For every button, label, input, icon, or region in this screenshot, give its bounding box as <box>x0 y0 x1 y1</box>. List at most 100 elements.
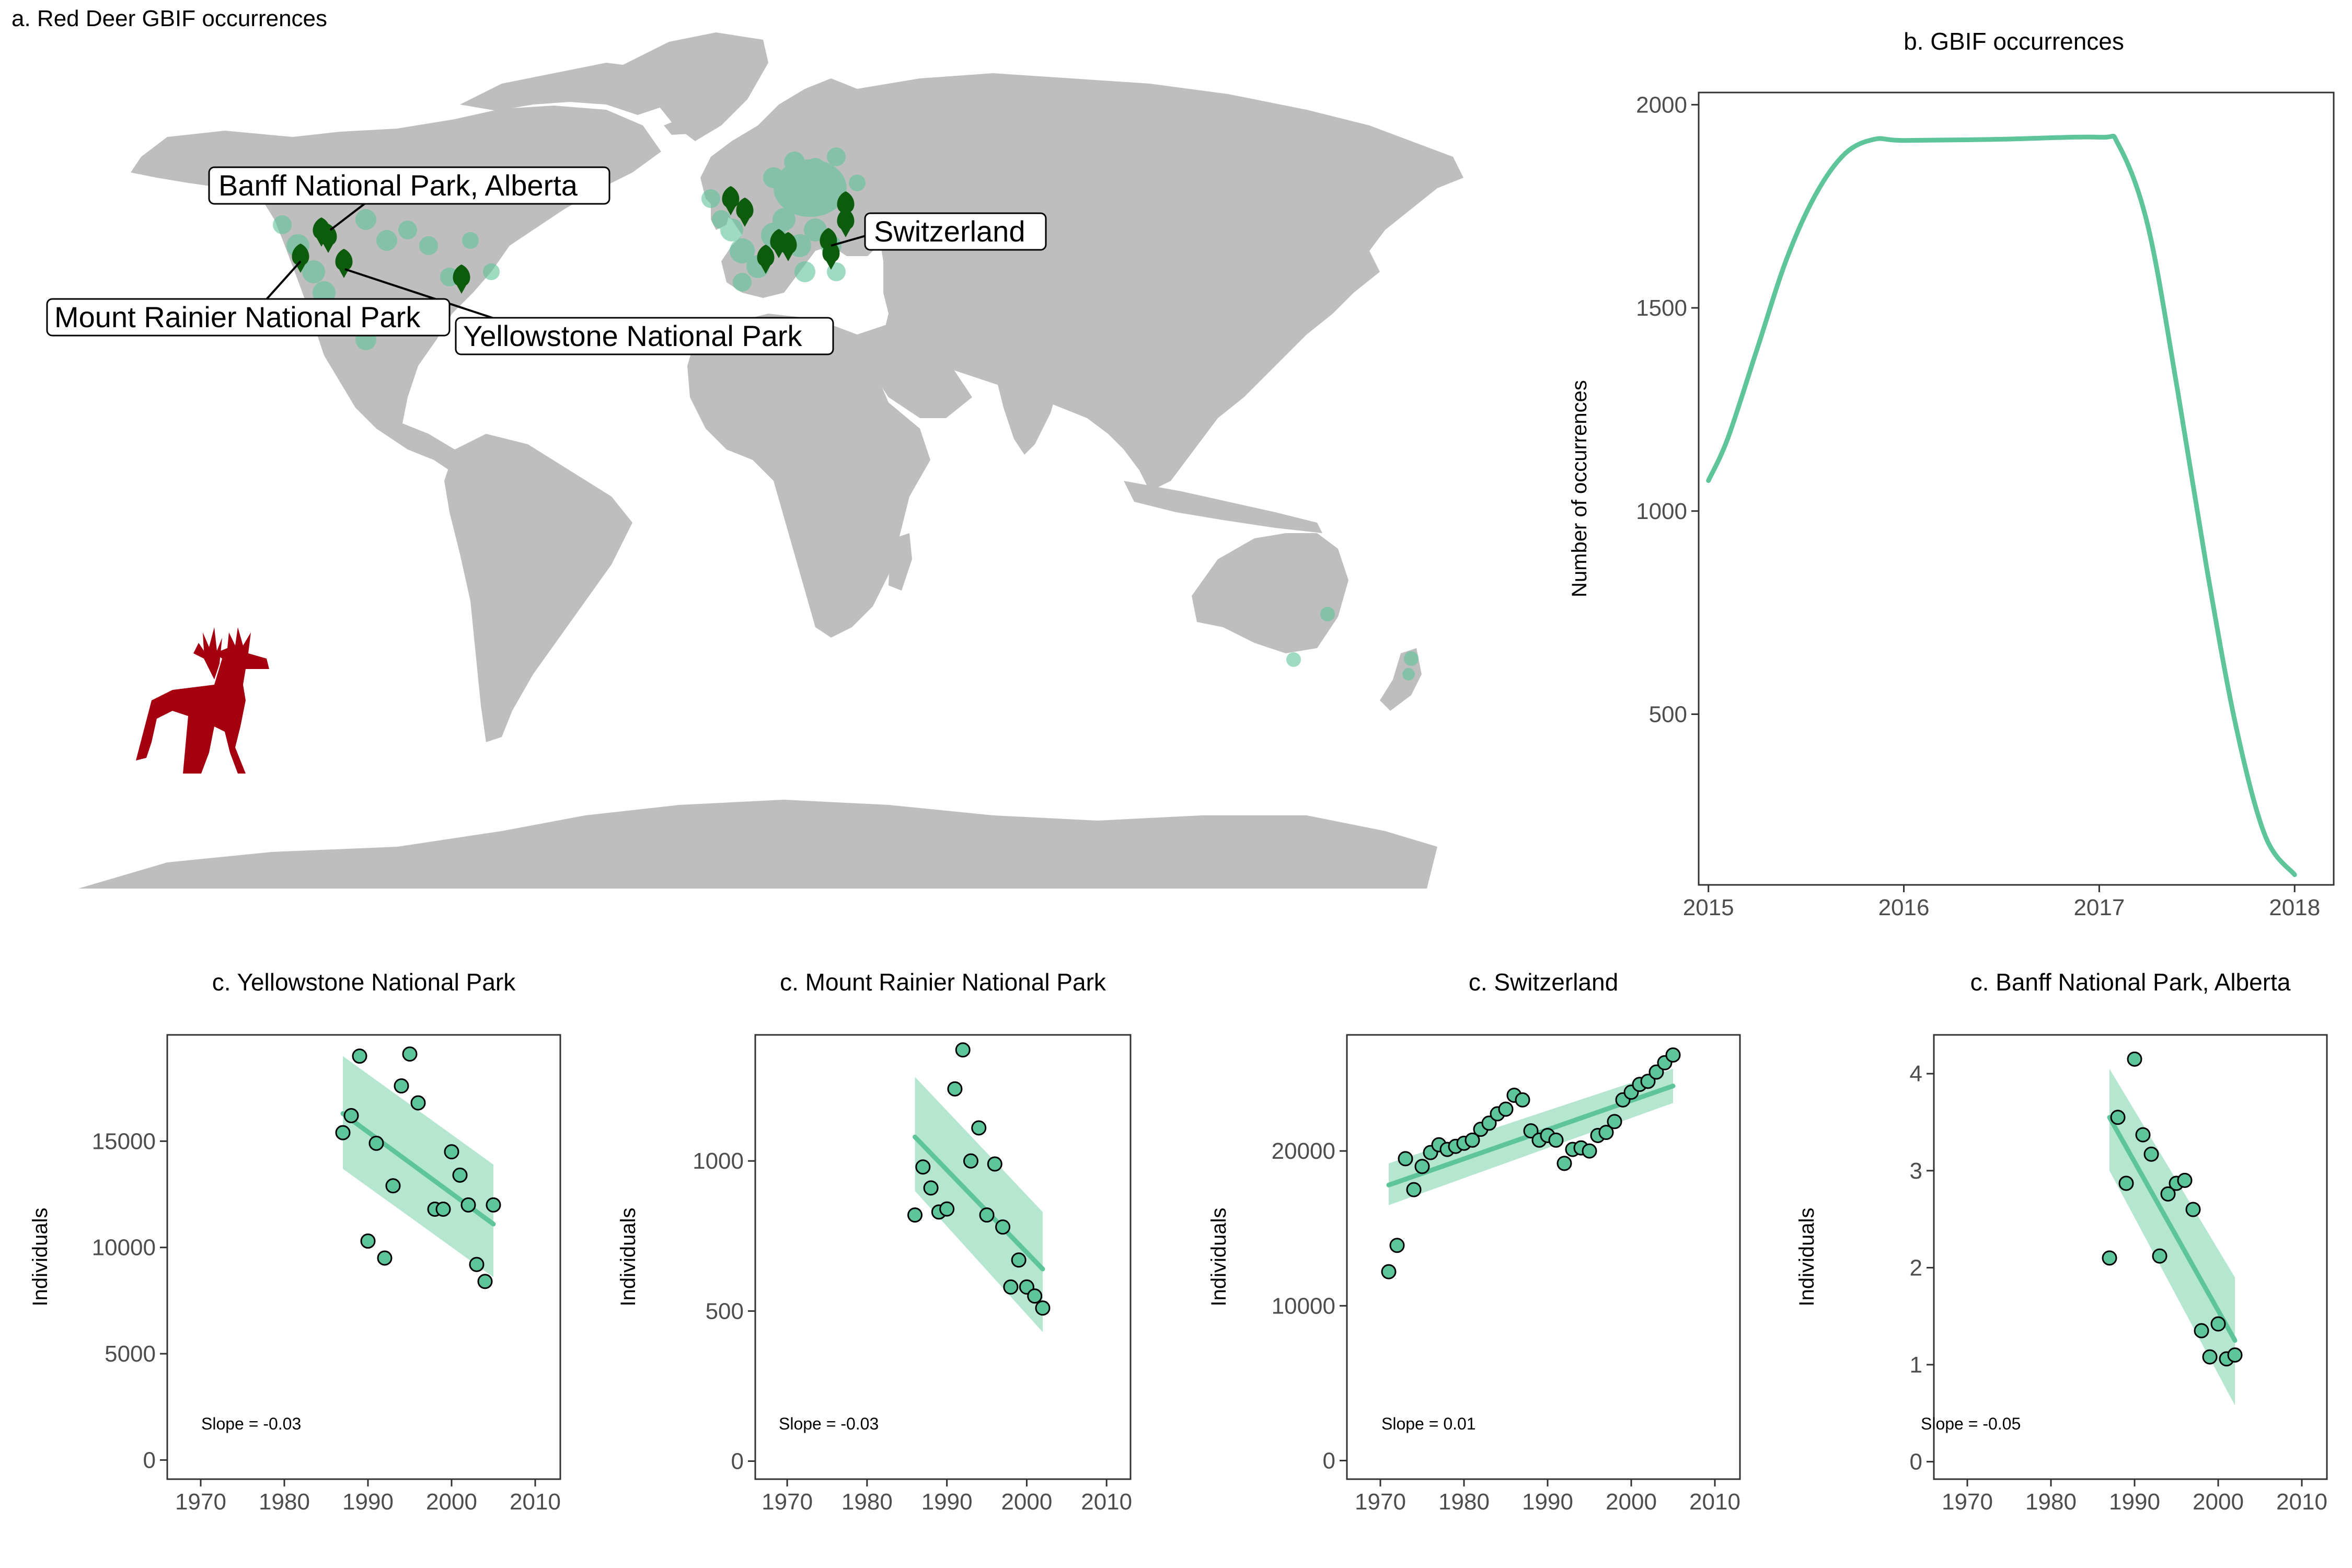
panel-c3-axes: 1970 1980 1990 2000 2010 0 10000 20000 <box>1272 1138 1740 1515</box>
data-point <box>1406 1182 1422 1197</box>
label-banff: Banff National Park, Alberta <box>218 169 578 202</box>
x-tick-label: 1990 <box>921 1489 973 1515</box>
occurrence-point <box>1404 651 1419 666</box>
north-america <box>131 106 661 470</box>
y-tick-label: 1000 <box>1636 499 1687 524</box>
panel-c3-slope: Slope = 0.01 <box>1381 1414 1476 1433</box>
data-point <box>1389 1238 1405 1253</box>
y-tick-label: 5000 <box>105 1341 156 1367</box>
panel-b-title: b. GBIF occurrences <box>1904 28 2124 55</box>
occurrence-point <box>1286 652 1301 667</box>
panel-c1: c. Yellowstone National Park Individuals… <box>29 969 561 1515</box>
data-point <box>486 1197 501 1213</box>
map-label-switzerland: Switzerland <box>864 212 1047 251</box>
y-tick-label: 0 <box>143 1447 156 1473</box>
panel-c4-ylabel: Individuals <box>1795 1207 1818 1306</box>
y-tick-label: 0 <box>1323 1448 1335 1473</box>
x-tick-label: 2000 <box>1001 1489 1052 1515</box>
label-switzerland: Switzerland <box>874 215 1025 248</box>
data-point <box>469 1256 485 1272</box>
data-point <box>1515 1092 1530 1108</box>
label-yellowstone: Yellowstone National Park <box>463 319 803 352</box>
data-point <box>452 1167 468 1183</box>
panel-c3-marks <box>1381 1047 1681 1279</box>
data-point <box>1035 1300 1051 1316</box>
data-point <box>360 1233 376 1249</box>
data-point <box>907 1207 923 1223</box>
data-point <box>2210 1316 2226 1332</box>
data-point <box>971 1120 987 1136</box>
map-pin-icon <box>292 244 309 273</box>
x-tick-label: 2000 <box>2193 1489 2244 1515</box>
x-tick-label: 2018 <box>2269 895 2320 920</box>
occurrence-point <box>398 221 417 239</box>
data-point <box>385 1178 401 1194</box>
panel-c3-title: c. Switzerland <box>1469 969 1618 996</box>
x-tick-label: 1970 <box>1355 1489 1406 1515</box>
x-tick-label: 1970 <box>1942 1489 1993 1515</box>
data-point <box>2185 1202 2201 1217</box>
data-point <box>1027 1288 1043 1304</box>
panel-c4-slope: Slope = -0.05 <box>1921 1414 2021 1433</box>
panel-c2-title: c. Mount Rainier National Park <box>780 969 1106 996</box>
data-point <box>923 1180 939 1196</box>
panel-b-marks <box>1706 133 2297 878</box>
data-point <box>1648 1064 1664 1080</box>
greenland <box>617 32 768 141</box>
data-point <box>2194 1323 2209 1339</box>
panel-c3-frame <box>1346 1034 1741 1480</box>
y-tick-label: 500 <box>706 1298 744 1324</box>
world-landmass <box>78 32 1463 889</box>
data-point <box>2152 1248 2167 1264</box>
data-point <box>1003 1279 1019 1295</box>
panel-c1-frame <box>166 1034 561 1480</box>
panel-b-frame <box>1698 91 2335 886</box>
panel-c4-axes: 1970 1980 1990 2000 2010 0 1 2 3 4 <box>1910 1061 2327 1515</box>
x-tick-label: 1970 <box>762 1489 813 1515</box>
panel-c2-ylabel: Individuals <box>617 1207 640 1306</box>
data-point <box>1548 1132 1564 1148</box>
x-tick-label: 2000 <box>426 1489 477 1515</box>
panel-c2-marks <box>907 1042 1051 1332</box>
occurrence-point <box>483 263 500 280</box>
map-label-leaders <box>263 202 868 322</box>
y-tick-label: 4 <box>1910 1061 1922 1087</box>
data-point <box>987 1156 1002 1172</box>
data-point <box>2102 1250 2117 1266</box>
y-tick-label: 2 <box>1910 1255 1922 1281</box>
data-point <box>1607 1114 1622 1129</box>
panel-c1-ylabel: Individuals <box>29 1207 52 1306</box>
south-america <box>444 434 632 742</box>
data-point <box>963 1153 978 1169</box>
data-point <box>955 1042 971 1058</box>
x-tick-label: 1970 <box>175 1489 226 1515</box>
label-rainier: Mount Rainier National Park <box>54 301 421 333</box>
occurrence-point <box>849 175 866 191</box>
data-point <box>2118 1175 2134 1191</box>
map-pin-icon <box>837 191 855 221</box>
data-point <box>1414 1159 1430 1174</box>
panel-c1-marks <box>335 1046 501 1289</box>
panel-b-ylabel: Number of occurrences <box>1568 380 1591 597</box>
x-tick-label: 2010 <box>1689 1489 1740 1515</box>
occurrence-series-line <box>1706 133 2297 878</box>
data-point <box>477 1274 493 1289</box>
panel-c4-marks <box>2102 1051 2243 1405</box>
y-tick-label: 2000 <box>1636 92 1687 118</box>
y-tick-label: 3 <box>1910 1158 1922 1184</box>
panel-c2-slope: Slope = -0.03 <box>779 1414 879 1433</box>
x-tick-label: 1980 <box>2025 1489 2077 1515</box>
australia <box>1192 533 1348 653</box>
panel-a-title: a. Red Deer GBIF occurrences <box>11 6 327 31</box>
trend-line <box>2107 1115 2238 1343</box>
x-tick-label: 2010 <box>510 1489 561 1515</box>
madagascar <box>889 533 912 591</box>
data-point <box>2160 1186 2176 1202</box>
africa <box>687 314 930 638</box>
data-point <box>435 1201 451 1217</box>
data-point <box>410 1095 426 1111</box>
data-point <box>1481 1115 1497 1131</box>
map-label-banff: Banff National Park, Alberta <box>208 166 610 205</box>
data-point <box>2135 1127 2151 1143</box>
